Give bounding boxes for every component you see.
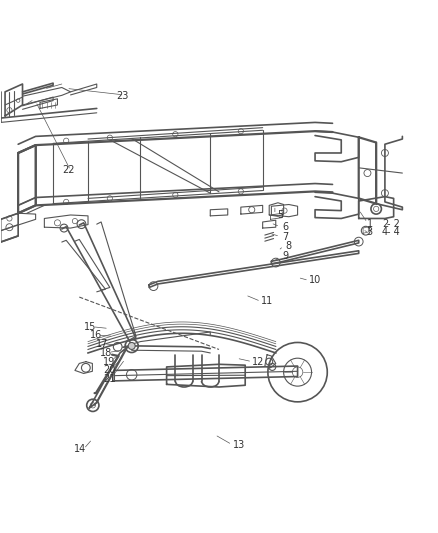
Text: - 2: - 2 bbox=[387, 219, 400, 229]
Text: 1: 1 bbox=[367, 219, 373, 229]
Text: 4: 4 bbox=[382, 228, 388, 237]
Text: 18: 18 bbox=[100, 348, 113, 358]
Text: 6: 6 bbox=[283, 222, 289, 232]
Text: 20: 20 bbox=[103, 366, 115, 375]
Text: 17: 17 bbox=[96, 339, 108, 349]
Text: 10: 10 bbox=[309, 276, 321, 286]
Circle shape bbox=[128, 343, 135, 350]
Text: 12: 12 bbox=[252, 357, 265, 367]
Text: 3: 3 bbox=[367, 228, 373, 237]
Text: 16: 16 bbox=[90, 330, 102, 341]
Text: 8: 8 bbox=[286, 241, 292, 252]
Text: 15: 15 bbox=[84, 322, 96, 332]
Text: 5: 5 bbox=[277, 211, 283, 221]
Text: 23: 23 bbox=[116, 91, 128, 101]
Text: 7: 7 bbox=[282, 232, 289, 242]
Text: 22: 22 bbox=[62, 165, 74, 175]
Text: 2: 2 bbox=[382, 219, 388, 229]
Text: 19: 19 bbox=[103, 357, 115, 367]
Text: 9: 9 bbox=[283, 252, 289, 262]
Text: 14: 14 bbox=[74, 444, 86, 454]
Text: 13: 13 bbox=[233, 440, 245, 450]
Text: 21: 21 bbox=[103, 374, 115, 384]
Text: 11: 11 bbox=[261, 296, 273, 306]
Text: - 4: - 4 bbox=[387, 228, 400, 237]
